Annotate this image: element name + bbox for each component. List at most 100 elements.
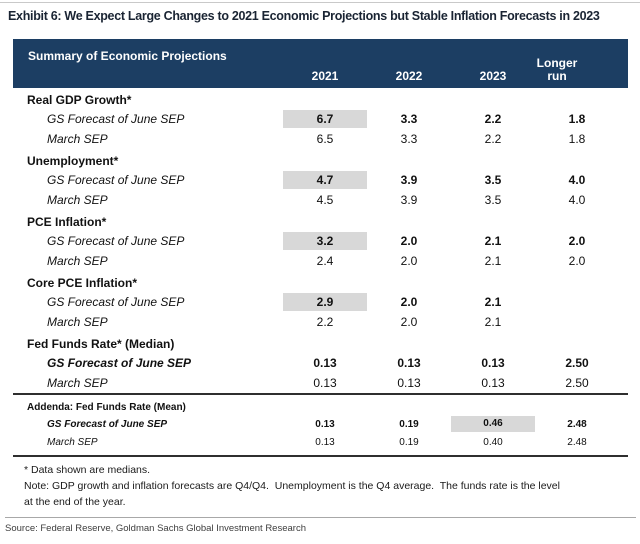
highlighted-value-cell: 2.9 [283,293,367,311]
value-cell: 1.8 [568,132,586,146]
gs-forecast-row: GS Forecast of June SEP 6.7 3.3 2.2 1.8 [13,109,628,129]
section-fed-funds-rate-median: Fed Funds Rate* (Median) GS Forecast of … [13,332,628,393]
value-cell: 2.0 [400,315,418,329]
footnotes: * Data shown are medians. Note: GDP grow… [13,457,628,510]
value-cell: 2.0 [568,254,586,268]
value-cell: 2.48 [567,418,587,430]
footnote-divider [13,455,628,457]
value-cell: 4.5 [316,193,334,207]
march-sep-row: March SEP 0.13 0.19 0.40 2.48 [13,433,628,451]
column-header-longer-run: Longer run [515,57,599,83]
column-header-2022: 2022 [395,69,423,83]
section-unemployment: Unemployment* GS Forecast of June SEP 4.… [13,149,628,210]
value-cell: 3.3 [400,132,418,146]
footnote-note-line2: at the end of the year. [24,496,126,508]
addenda-header-row: Addenda: Fed Funds Rate (Mean) [27,402,186,413]
row-label: GS Forecast of June SEP [47,295,185,309]
value-cell: 2.0 [568,234,586,248]
value-cell: 2.50 [565,376,589,390]
march-sep-row: March SEP 0.13 0.13 0.13 2.50 [13,373,628,393]
value-cell: 2.2 [484,112,502,126]
section-real-gdp-growth: Real GDP Growth* GS Forecast of June SEP… [13,88,628,149]
value-cell: 0.13 [313,356,337,370]
projections-table: Summary of Economic Projections 2021 202… [13,39,628,510]
value-cell: 2.2 [316,315,334,329]
highlighted-value-cell: 6.7 [283,110,367,128]
footnote-note-line1: Note: GDP growth and inflation forecasts… [24,480,560,492]
value-cell: 0.19 [399,418,419,430]
value-cell: 2.1 [484,234,502,248]
category-row: Fed Funds Rate* (Median) [27,337,175,351]
table-header-title: Summary of Economic Projections [28,49,227,63]
row-label: March SEP [47,376,108,390]
gs-forecast-row: GS Forecast of June SEP 2.9 2.0 2.1 [13,292,628,312]
highlighted-value-cell: 3.2 [283,232,367,250]
gs-forecast-row: GS Forecast of June SEP 0.13 0.13 0.13 2… [13,353,628,373]
value-cell: 4.0 [568,193,586,207]
category-row: PCE Inflation* [27,215,107,229]
gs-forecast-row: GS Forecast of June SEP 4.7 3.9 3.5 4.0 [13,170,628,190]
march-sep-row: March SEP 4.5 3.9 3.5 4.0 [13,190,628,210]
march-sep-row: March SEP 6.5 3.3 2.2 1.8 [13,129,628,149]
value-cell: 2.1 [484,254,502,268]
value-cell: 0.13 [397,356,421,370]
top-divider [0,2,640,3]
value-cell: 1.8 [568,112,586,126]
source-divider [5,517,636,518]
row-label: GS Forecast of June SEP [47,356,192,370]
value-cell: 0.13 [315,436,335,448]
category-row: Real GDP Growth* [27,93,132,107]
row-label: March SEP [47,132,108,146]
gs-forecast-row: GS Forecast of June SEP 3.2 2.0 2.1 2.0 [13,231,628,251]
march-sep-row: March SEP 2.4 2.0 2.1 2.0 [13,251,628,271]
value-cell: 0.13 [481,356,505,370]
section-pce-inflation: PCE Inflation* GS Forecast of June SEP 3… [13,210,628,271]
highlighted-value-cell: 0.46 [451,416,535,432]
value-cell: 2.0 [400,254,418,268]
row-label: March SEP [47,315,108,329]
value-cell: 2.0 [400,295,418,309]
value-cell: 2.50 [565,356,589,370]
value-cell: 2.2 [484,132,502,146]
section-divider [13,393,628,395]
row-label: March SEP [47,193,108,207]
value-cell: 2.4 [316,254,334,268]
category-row: Unemployment* [27,154,119,168]
value-cell: 3.5 [484,173,502,187]
value-cell: 0.13 [315,418,335,430]
highlighted-value-cell: 4.7 [283,171,367,189]
value-cell: 3.9 [400,173,418,187]
row-label: GS Forecast of June SEP [47,112,185,126]
column-header-2023: 2023 [479,69,507,83]
source-line: Source: Federal Reserve, Goldman Sachs G… [5,523,306,534]
value-cell: 4.0 [568,173,586,187]
value-cell: 2.1 [484,315,502,329]
value-cell: 3.9 [400,193,418,207]
value-cell: 6.5 [316,132,334,146]
footnote-medians: * Data shown are medians. [24,464,151,476]
addenda-section: Addenda: Fed Funds Rate (Mean) GS Foreca… [13,395,628,455]
march-sep-row: March SEP 2.2 2.0 2.1 [13,312,628,332]
value-cell: 0.13 [481,376,505,390]
value-cell: 0.13 [397,376,421,390]
gs-forecast-row: GS Forecast of June SEP 0.13 0.19 0.46 2… [13,415,628,433]
row-label: GS Forecast of June SEP [47,418,168,430]
value-cell: 2.0 [400,234,418,248]
value-cell: 3.3 [400,112,418,126]
table-header: Summary of Economic Projections 2021 202… [13,39,628,88]
section-core-pce-inflation: Core PCE Inflation* GS Forecast of June … [13,271,628,332]
row-label: GS Forecast of June SEP [47,234,185,248]
value-cell: 0.40 [483,436,503,448]
column-header-2021: 2021 [311,69,339,83]
row-label: GS Forecast of June SEP [47,173,185,187]
row-label: March SEP [47,254,108,268]
category-row: Core PCE Inflation* [27,276,138,290]
year-column-headers: 2021 2022 2023 Longer run [13,57,628,83]
value-cell: 2.48 [567,436,587,448]
value-cell: 0.13 [313,376,337,390]
row-label: March SEP [47,436,98,448]
value-cell: 3.5 [484,193,502,207]
value-cell: 2.1 [484,295,502,309]
longer-run-label: Longer run [536,56,578,83]
